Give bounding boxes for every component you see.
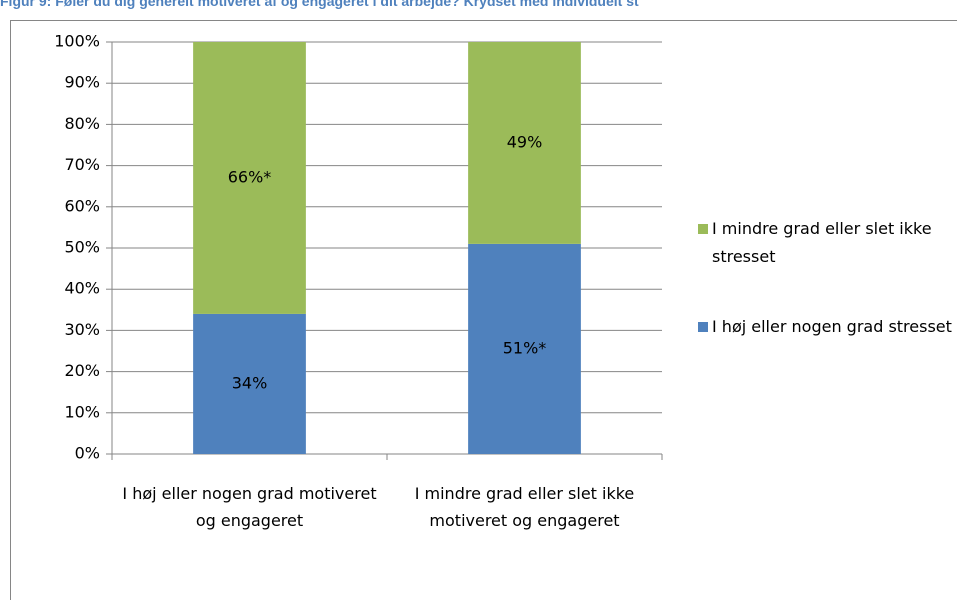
y-tick-label: 20% [64,361,100,380]
y-tick-label: 50% [64,238,100,257]
bar-segment [193,313,306,454]
y-tick-label: 90% [64,73,100,92]
y-tick-label: 0% [75,444,100,463]
legend-label: I høj eller nogen grad stresset [712,317,952,336]
data-label: 66%* [228,167,272,186]
data-label: 51%* [503,338,547,357]
bar-segment [468,243,581,454]
legend-swatch [698,322,708,332]
y-tick-label: 60% [64,196,100,215]
legend-swatch [698,224,708,234]
y-tick-label: 30% [64,320,100,339]
data-label: 34% [232,373,268,392]
legend-label: I mindre grad eller slet ikke stresset [712,219,932,266]
y-tick-label: 80% [64,114,100,133]
x-tick-label: I høj eller nogen grad motiveret og enga… [122,484,377,530]
chart-title: Figur 9: Føler du dig generelt motiveret… [0,0,639,9]
bar-segment [468,42,581,244]
y-tick-label: 10% [64,402,100,421]
data-label: 49% [507,132,543,151]
chart: 0% 10% 20% 30% 40% 50% 60% 70% 80% 90% 100% 34% 66%*… [54,32,663,463]
legend-entry: I høj eller nogen grad stresset [698,313,953,341]
x-tick-label: I mindre grad eller slet ikke motiveret … [414,484,635,530]
legend-entry: I mindre grad eller slet ikke stresset [698,215,953,271]
y-tick-label: 70% [64,155,100,174]
y-tick-label: 40% [64,279,100,298]
chart-frame [10,20,957,600]
bar-segment [193,42,306,314]
y-tick-label: 100% [54,32,100,51]
